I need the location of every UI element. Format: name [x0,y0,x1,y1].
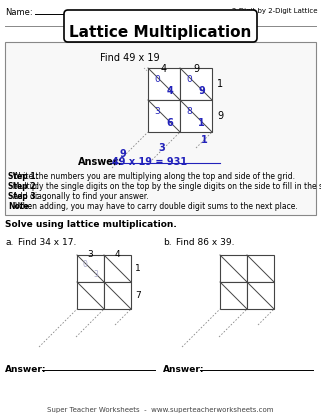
Text: Step 2:: Step 2: [8,182,39,191]
Text: 6: 6 [166,118,173,128]
Text: Answer:: Answer: [163,365,204,374]
Text: 9: 9 [193,64,199,74]
Text: 8: 8 [186,107,192,116]
Text: Step 1:: Step 1: [8,172,39,181]
Bar [77,282,104,309]
Text: Multiply the single digits on the top by the single digits on the side to fill i: Multiply the single digits on the top by… [8,182,321,191]
FancyBboxPatch shape [64,10,257,42]
Text: Solve using lattice multiplication.: Solve using lattice multiplication. [5,220,177,229]
Bar [148,100,180,132]
Text: 9: 9 [198,86,205,96]
Text: 4: 4 [166,86,173,96]
Bar [180,68,212,100]
Text: 9: 9 [217,111,223,121]
Text: 9: 9 [120,149,126,159]
Bar [220,282,247,309]
Bar [104,282,131,309]
Text: 3: 3 [88,250,93,259]
Bar [104,255,131,282]
Text: 3: 3 [159,143,165,153]
Text: Write the numbers you are multiplying along the top and side of the grid.: Write the numbers you are multiplying al… [8,172,295,181]
Text: 1: 1 [201,135,207,145]
Text: Find 34 x 17.: Find 34 x 17. [18,238,76,247]
Text: Find 49 x 19: Find 49 x 19 [100,53,160,63]
Text: Super Teacher Worksheets  -  www.superteacherworksheets.com: Super Teacher Worksheets - www.superteac… [47,407,273,413]
Text: Name:: Name: [5,8,33,17]
Text: 0: 0 [154,75,160,84]
Text: Answer:: Answer: [78,157,123,167]
Text: 2-Digit by 2-Digit Lattice: 2-Digit by 2-Digit Lattice [232,8,318,14]
Text: 49 x 19 = 931: 49 x 19 = 931 [112,157,187,167]
Text: Add diagonally to find your answer.: Add diagonally to find your answer. [8,192,149,201]
Text: Find 86 x 39.: Find 86 x 39. [176,238,235,247]
Text: b.: b. [163,238,172,247]
Text: 1: 1 [198,118,205,128]
Text: 4: 4 [161,64,167,74]
Text: When adding, you may have to carry double digit sums to the next place.: When adding, you may have to carry doubl… [8,202,298,211]
Text: 1: 1 [217,79,223,89]
Bar [220,255,247,282]
Text: a.: a. [5,238,13,247]
Text: Step 3:: Step 3: [8,192,39,201]
Text: 0: 0 [186,75,192,84]
Text: Lattice Multiplication: Lattice Multiplication [69,25,251,40]
Bar [247,282,274,309]
Text: Answer:: Answer: [5,365,47,374]
Bar [180,100,212,132]
Text: 3: 3 [93,270,98,279]
Bar [5,42,316,215]
Bar [247,255,274,282]
Text: 0: 0 [82,260,87,269]
Text: 3: 3 [154,107,160,116]
Text: 4: 4 [115,250,120,259]
Bar [77,255,104,282]
Text: 7: 7 [135,291,141,300]
Text: Note:: Note: [8,202,32,211]
Text: 1: 1 [135,264,141,273]
Bar [148,68,180,100]
